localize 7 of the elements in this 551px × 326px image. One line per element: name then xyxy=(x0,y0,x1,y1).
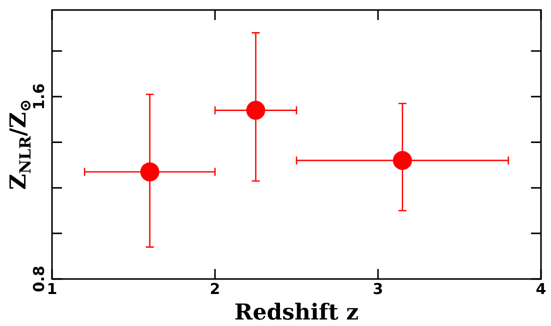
x-tick-label: 4 xyxy=(536,280,546,298)
x-tick-label: 2 xyxy=(210,280,220,298)
x-tick-label: 3 xyxy=(372,280,384,298)
x-tick-label: 1 xyxy=(46,280,58,298)
y-tick-label: 1.6 xyxy=(30,83,48,110)
y-tick-label: 0.8 xyxy=(30,266,48,292)
x-axis-title: Redshift z xyxy=(234,300,359,326)
